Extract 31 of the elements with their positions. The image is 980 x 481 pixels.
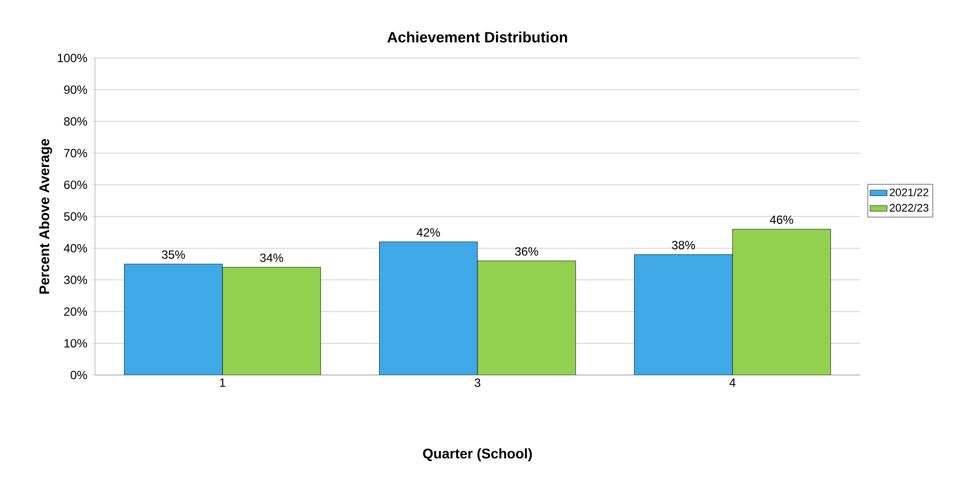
y-tick-label: 90% <box>64 85 88 94</box>
legend-label: 2021/22 <box>890 188 928 196</box>
y-tick-label: 0% <box>70 370 88 380</box>
chart-title: Achievement Distribution <box>387 32 568 42</box>
bar <box>477 260 576 375</box>
legend-label: 2022/23 <box>890 204 928 212</box>
data-label: 34% <box>260 254 284 262</box>
data-label: 35% <box>162 250 185 259</box>
y-tick-label: 40% <box>64 244 88 252</box>
bar <box>124 264 223 375</box>
y-tick-label: 20% <box>64 307 88 316</box>
x-tick-label: 3 <box>474 378 480 387</box>
y-tick-label: 100% <box>58 54 88 62</box>
x-tick-label: 4 <box>729 378 736 387</box>
x-axis-title: Quarter (School) <box>423 448 532 462</box>
y-tick-label: 60% <box>64 180 88 190</box>
x-tick-label: 1 <box>220 378 226 387</box>
y-tick-label: 30% <box>64 276 88 284</box>
y-tick-label: 50% <box>64 212 88 221</box>
bar <box>732 228 831 375</box>
bar <box>634 254 733 375</box>
data-label: 36% <box>515 247 538 256</box>
y-tick-label: 70% <box>64 148 88 158</box>
y-axis-title: Percent Above Average <box>39 138 52 294</box>
bar <box>379 242 478 375</box>
bar <box>222 267 321 375</box>
y-tick-label: 80% <box>64 117 88 126</box>
data-label: 46% <box>770 216 794 224</box>
data-label: 42% <box>416 228 440 237</box>
data-label: 38% <box>672 240 695 250</box>
y-tick-label: 10% <box>64 339 88 348</box>
